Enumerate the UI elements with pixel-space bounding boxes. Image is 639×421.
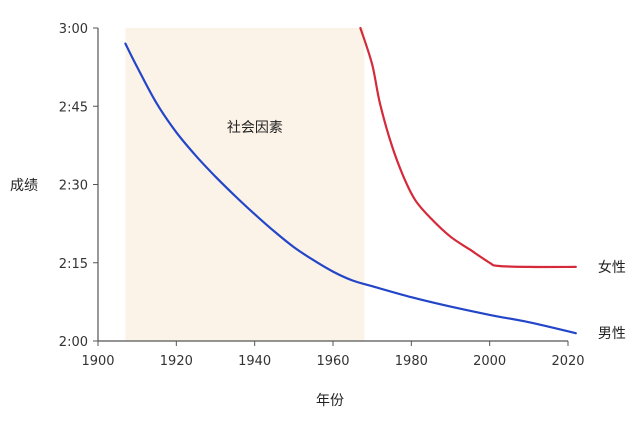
series-label-male: 男性 [598, 326, 626, 342]
region-label: 社会因素 [227, 120, 283, 136]
x-axis-title: 年份 [316, 393, 344, 409]
y-tick-label: 2:00 [59, 335, 88, 350]
shaded-region-layer [125, 28, 365, 341]
x-tick-label: 2000 [473, 354, 506, 369]
series-line-male [124, 42, 577, 335]
series-line-female [359, 26, 577, 269]
x-tick-label: 1960 [316, 354, 349, 369]
x-tick-label: 1940 [238, 354, 271, 369]
x-tick-label: 2020 [551, 354, 584, 369]
y-axis-title: 成绩 [10, 178, 38, 194]
series-label-female: 女性 [598, 259, 626, 276]
y-tick-label: 2:45 [59, 100, 88, 115]
y-tick-label: 2:30 [59, 179, 88, 194]
social-factors-region [125, 28, 365, 341]
x-tick-label: 1920 [160, 354, 193, 369]
axes-layer: 2:00 2:15 2:30 2:45 3:00 1900 1920 1940 1960 1980… [59, 22, 585, 369]
series-layer [124, 26, 577, 335]
x-tick-label: 1900 [81, 354, 114, 369]
y-tick-label: 2:15 [59, 257, 88, 272]
y-tick-label: 3:00 [59, 22, 88, 37]
x-tick-label: 1980 [395, 354, 428, 369]
